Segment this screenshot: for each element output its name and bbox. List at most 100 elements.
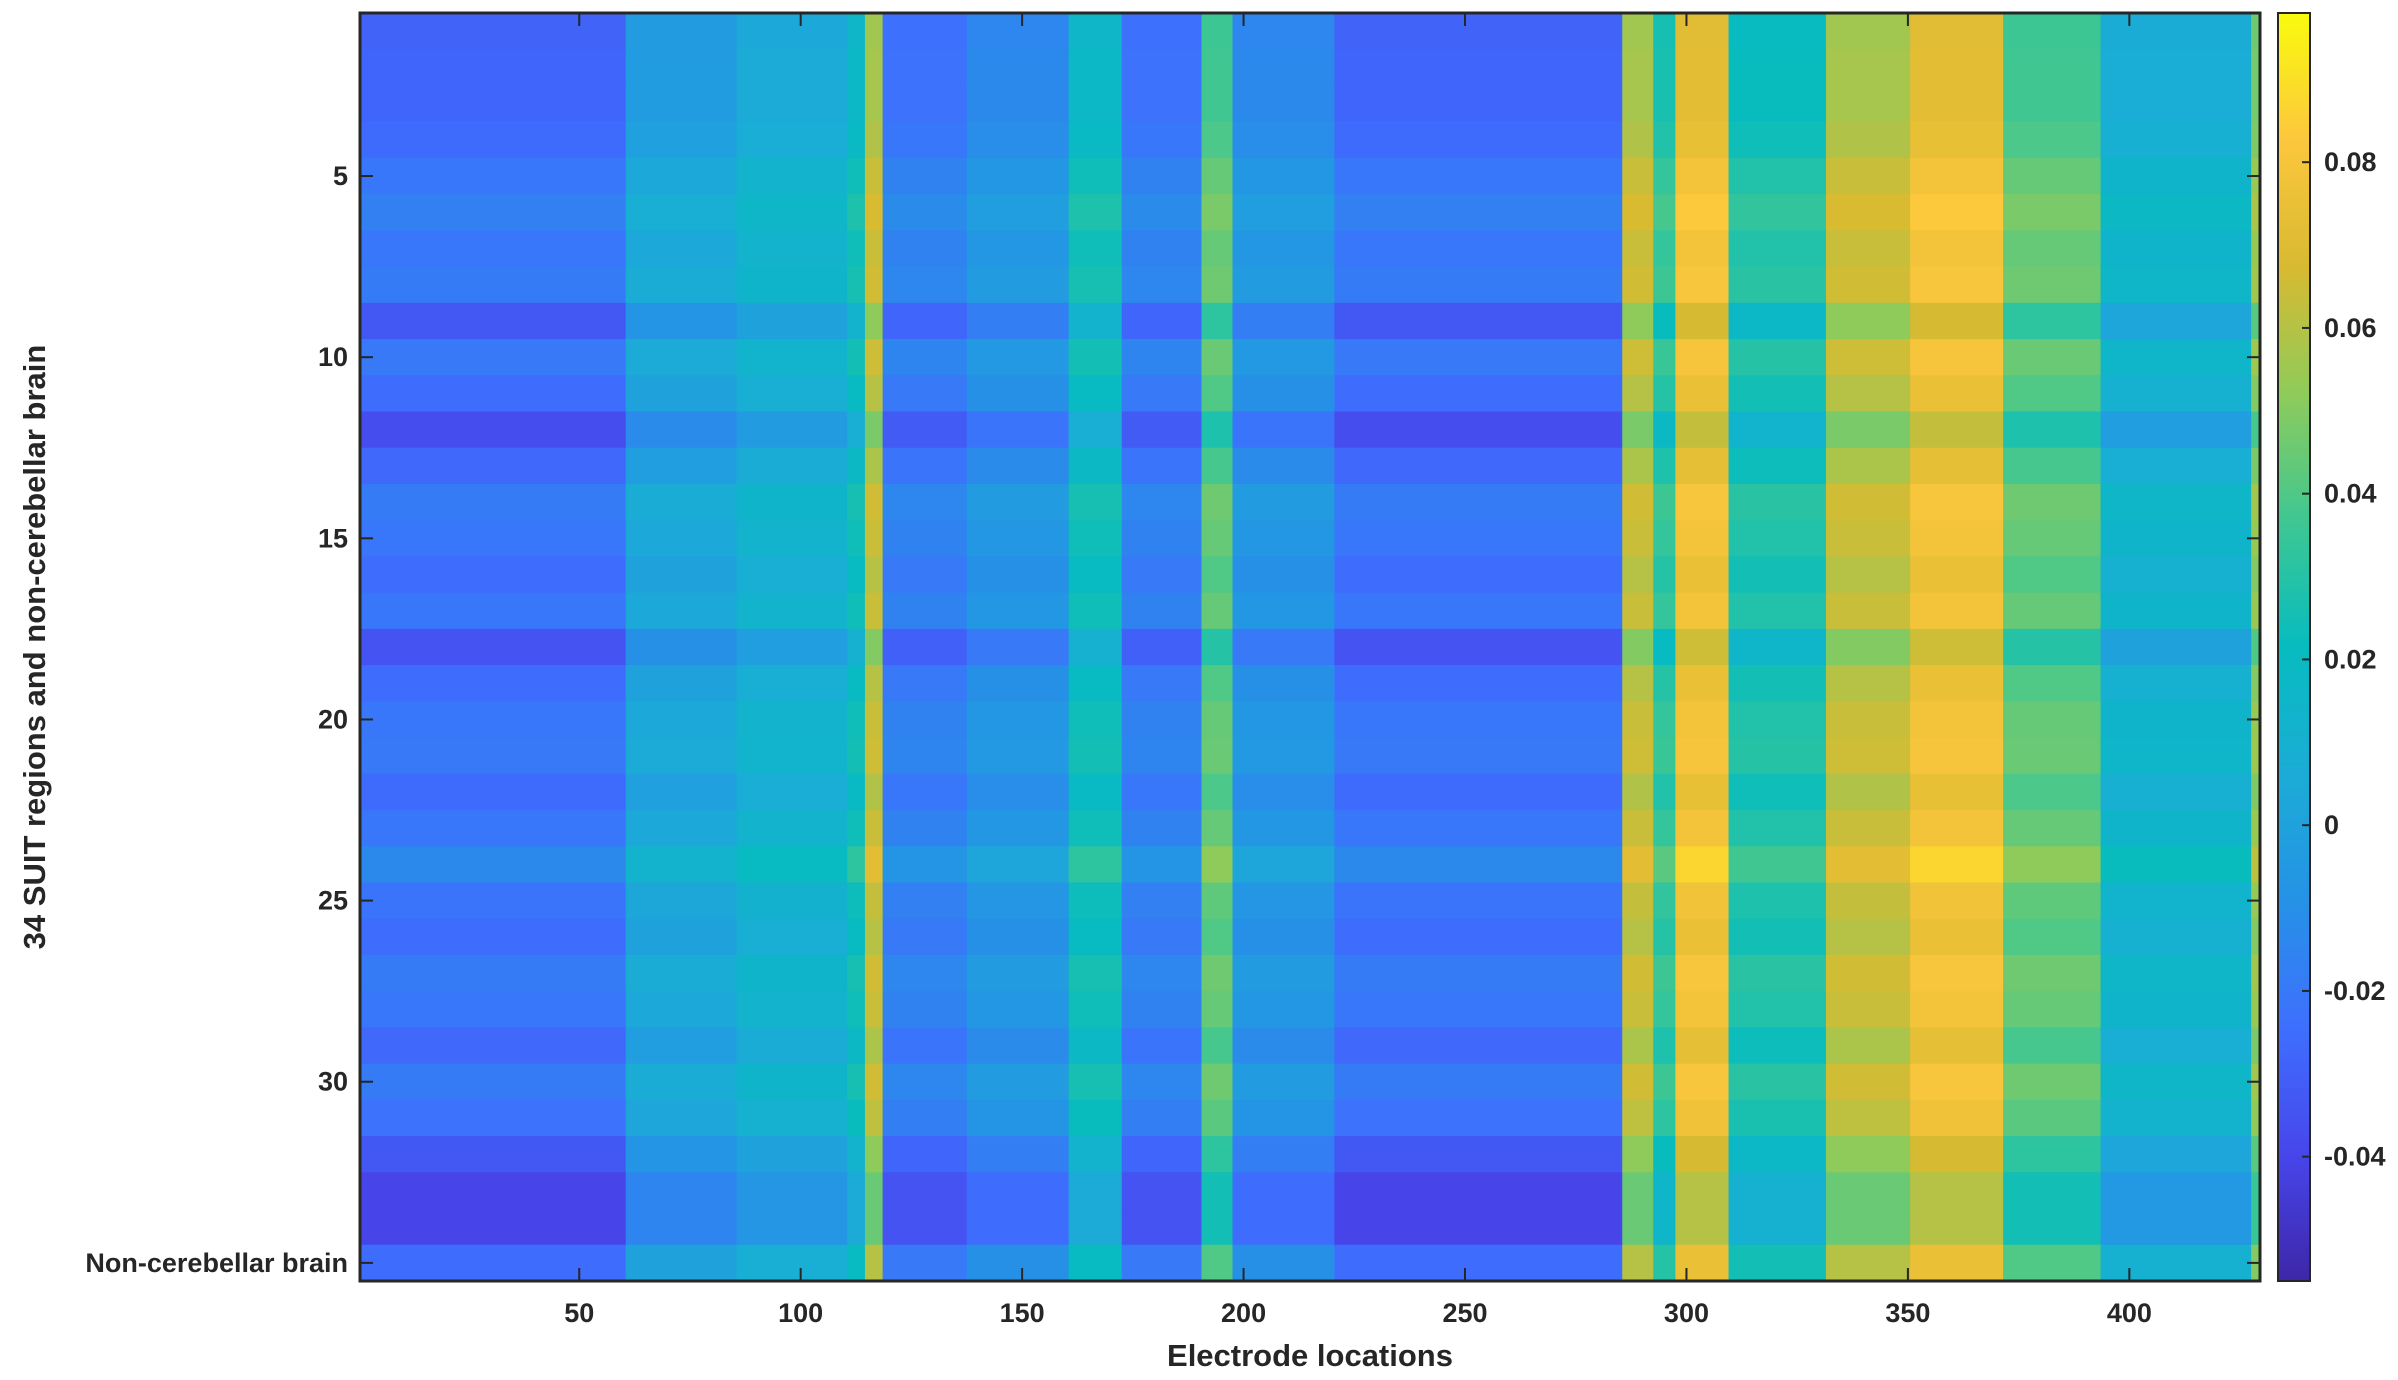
heatmap-cell-r28-g1 bbox=[360, 991, 627, 1028]
heatmap-cell-r28-g6 bbox=[882, 991, 968, 1028]
heatmap-cell-r11-g21 bbox=[2251, 375, 2261, 413]
heatmap-cell-r17-g12 bbox=[1334, 592, 1623, 630]
heatmap-cell-r20-g10 bbox=[1201, 701, 1234, 739]
heatmap-cell-r15-g5 bbox=[864, 520, 884, 558]
heatmap-cell-r20-g1 bbox=[360, 701, 627, 739]
heatmap-cell-r28-g13 bbox=[1622, 991, 1654, 1028]
heatmap-cell-r26-g6 bbox=[882, 918, 968, 956]
heatmap-cell-r8-g16 bbox=[1728, 266, 1827, 304]
heatmap-cell-r20-g14 bbox=[1653, 701, 1676, 739]
heatmap-cell-r19-g20 bbox=[2100, 665, 2252, 702]
heatmap-cell-r11-g2 bbox=[625, 375, 738, 413]
heatmap-cell-r7-g13 bbox=[1622, 230, 1654, 268]
heatmap-cell-r3-g12 bbox=[1334, 85, 1623, 123]
y-tick-label: 25 bbox=[318, 886, 348, 916]
heatmap-cell-r31-g13 bbox=[1622, 1099, 1654, 1137]
heatmap-cell-r28-g20 bbox=[2100, 991, 2252, 1028]
x-tick-label: 200 bbox=[1221, 1298, 1266, 1328]
heatmap-cell-r24-g6 bbox=[882, 846, 968, 884]
heatmap-cell-r11-g11 bbox=[1232, 375, 1335, 413]
heatmap-cell-r33-g7 bbox=[966, 1172, 1070, 1210]
heatmap-cell-r32-g9 bbox=[1121, 1136, 1203, 1173]
heatmap-cell-r5-g12 bbox=[1334, 157, 1623, 195]
heatmap-cell-r5-g6 bbox=[882, 157, 968, 195]
heatmap-cell-r19-g18 bbox=[1910, 665, 2004, 702]
heatmap-cell-r28-g11 bbox=[1232, 991, 1335, 1028]
heatmap-cell-r8-g7 bbox=[966, 266, 1070, 304]
heatmap-cell-r33-g11 bbox=[1232, 1172, 1335, 1210]
heatmap-cell-r30-g13 bbox=[1622, 1063, 1654, 1101]
heatmap-cell-r16-g21 bbox=[2251, 556, 2261, 594]
heatmap-cell-r5-g16 bbox=[1728, 157, 1827, 195]
heatmap-cell-r13-g17 bbox=[1825, 447, 1911, 485]
heatmap-cell-r31-g21 bbox=[2251, 1099, 2261, 1137]
heatmap-cell-r24-g11 bbox=[1232, 846, 1335, 884]
heatmap-cell-r35-g17 bbox=[1825, 1244, 1911, 1282]
heatmap-cell-r18-g15 bbox=[1675, 628, 1730, 666]
heatmap-cells bbox=[360, 13, 2261, 1282]
heatmap-cell-r18-g1 bbox=[360, 628, 627, 666]
heatmap-cell-r30-g3 bbox=[736, 1063, 848, 1101]
heatmap-cell-r18-g8 bbox=[1068, 628, 1123, 666]
heatmap-cell-r7-g17 bbox=[1825, 230, 1911, 268]
heatmap-cell-r18-g20 bbox=[2100, 628, 2252, 666]
heatmap-cell-r3-g8 bbox=[1068, 85, 1123, 123]
heatmap-cell-r29-g12 bbox=[1334, 1027, 1623, 1065]
heatmap-cell-r32-g6 bbox=[882, 1136, 968, 1173]
heatmap-cell-r21-g17 bbox=[1825, 737, 1911, 775]
heatmap-cell-r22-g3 bbox=[736, 773, 848, 811]
heatmap-cell-r8-g2 bbox=[625, 266, 738, 304]
heatmap-cell-r27-g19 bbox=[2003, 954, 2102, 992]
heatmap-cell-r4-g3 bbox=[736, 121, 848, 159]
heatmap-cell-r20-g20 bbox=[2100, 701, 2252, 739]
heatmap-cell-r14-g15 bbox=[1675, 483, 1730, 521]
heatmap-cell-r7-g4 bbox=[847, 230, 866, 268]
heatmap-cell-r25-g12 bbox=[1334, 882, 1623, 920]
heatmap-cell-r32-g7 bbox=[966, 1136, 1070, 1173]
heatmap-cell-r31-g6 bbox=[882, 1099, 968, 1137]
heatmap-cell-r7-g6 bbox=[882, 230, 968, 268]
heatmap-cell-r25-g11 bbox=[1232, 882, 1335, 920]
heatmap-cell-r15-g20 bbox=[2100, 520, 2252, 558]
heatmap-cell-r23-g1 bbox=[360, 810, 627, 847]
x-tick-label: 150 bbox=[1000, 1298, 1045, 1328]
heatmap-cell-r12-g19 bbox=[2003, 411, 2102, 449]
heatmap-cell-r20-g12 bbox=[1334, 701, 1623, 739]
heatmap-cell-r19-g3 bbox=[736, 665, 848, 702]
heatmap-cell-r31-g10 bbox=[1201, 1099, 1234, 1137]
heatmap-cell-r23-g14 bbox=[1653, 810, 1676, 847]
heatmap-cell-r1-g4 bbox=[847, 13, 866, 50]
heatmap-cell-r24-g8 bbox=[1068, 846, 1123, 884]
heatmap-cell-r17-g16 bbox=[1728, 592, 1827, 630]
heatmap-cell-r35-g19 bbox=[2003, 1244, 2102, 1282]
heatmap-cell-r29-g19 bbox=[2003, 1027, 2102, 1065]
heatmap-cell-r29-g16 bbox=[1728, 1027, 1827, 1065]
heatmap-cell-r16-g19 bbox=[2003, 556, 2102, 594]
heatmap-cell-r33-g17 bbox=[1825, 1172, 1911, 1210]
heatmap-cell-r28-g14 bbox=[1653, 991, 1676, 1028]
heatmap-cell-r21-g6 bbox=[882, 737, 968, 775]
heatmap-cell-r6-g6 bbox=[882, 194, 968, 231]
heatmap-cell-r5-g10 bbox=[1201, 157, 1234, 195]
heatmap-cell-r10-g14 bbox=[1653, 339, 1676, 376]
heatmap-cell-r17-g3 bbox=[736, 592, 848, 630]
heatmap-cell-r18-g21 bbox=[2251, 628, 2261, 666]
heatmap-cell-r21-g4 bbox=[847, 737, 866, 775]
heatmap-cell-r22-g9 bbox=[1121, 773, 1203, 811]
heatmap-cell-r15-g12 bbox=[1334, 520, 1623, 558]
heatmap-cell-r18-g12 bbox=[1334, 628, 1623, 666]
y-tick-label: 5 bbox=[333, 161, 348, 191]
heatmap-cell-r29-g11 bbox=[1232, 1027, 1335, 1065]
heatmap-cell-r3-g18 bbox=[1910, 85, 2004, 123]
heatmap-cell-r1-g12 bbox=[1334, 13, 1623, 50]
heatmap-cell-r14-g17 bbox=[1825, 483, 1911, 521]
heatmap-cell-r14-g12 bbox=[1334, 483, 1623, 521]
heatmap-cell-r9-g20 bbox=[2100, 302, 2252, 340]
heatmap-cell-r17-g2 bbox=[625, 592, 738, 630]
heatmap-cell-r16-g9 bbox=[1121, 556, 1203, 594]
heatmap-cell-r33-g6 bbox=[882, 1172, 968, 1210]
heatmap-cell-r32-g3 bbox=[736, 1136, 848, 1173]
heatmap-cell-r31-g15 bbox=[1675, 1099, 1730, 1137]
heatmap-cell-r15-g19 bbox=[2003, 520, 2102, 558]
heatmap-cell-r2-g20 bbox=[2100, 49, 2252, 87]
